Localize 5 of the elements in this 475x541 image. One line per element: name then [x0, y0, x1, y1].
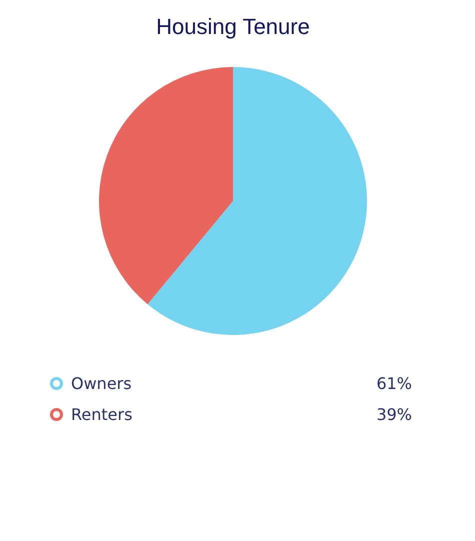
data-label: 61%	[376, 374, 412, 393]
data-label: 39%	[376, 405, 412, 424]
chart-title: Housing Tenure	[155, 14, 311, 40]
legend-label: Renters	[71, 405, 134, 424]
legend-label: Owners	[71, 374, 133, 393]
